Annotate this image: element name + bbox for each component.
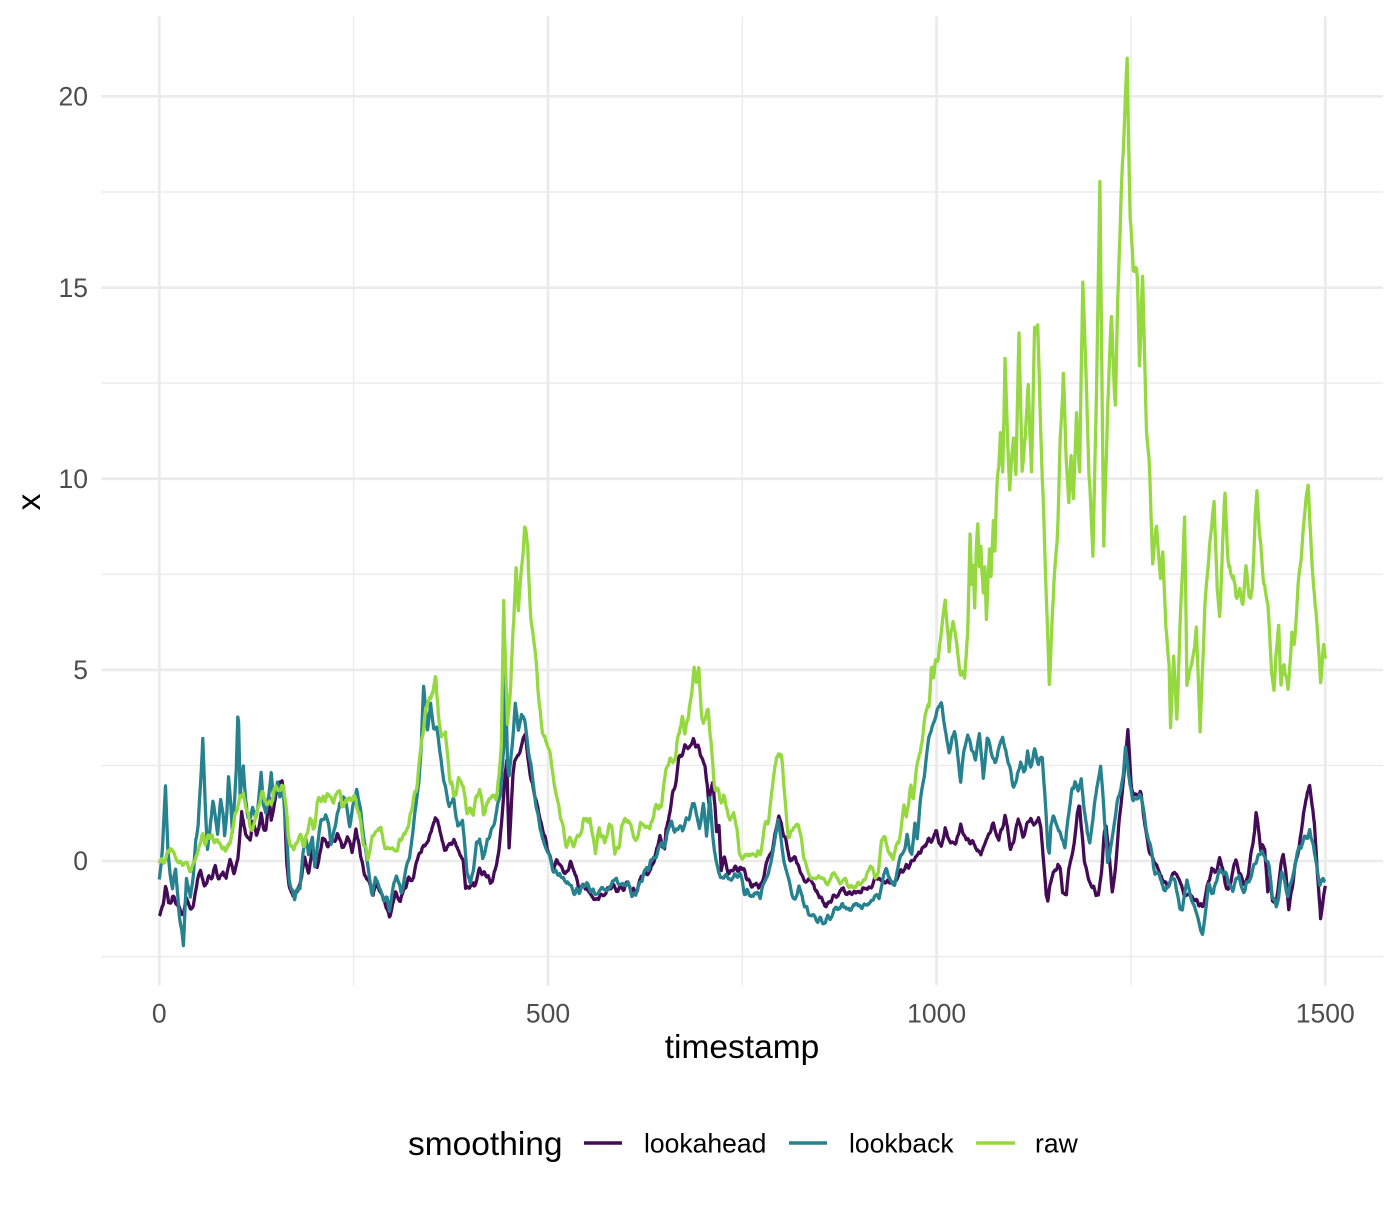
svg-text:0: 0 — [152, 999, 167, 1029]
svg-text:1000: 1000 — [907, 999, 966, 1029]
svg-text:raw: raw — [1035, 1129, 1079, 1159]
svg-text:15: 15 — [59, 273, 88, 303]
svg-text:500: 500 — [526, 999, 570, 1029]
svg-text:smoothing: smoothing — [408, 1126, 563, 1163]
svg-text:timestamp: timestamp — [665, 1029, 820, 1066]
svg-text:x: x — [11, 493, 48, 510]
svg-text:20: 20 — [59, 82, 88, 112]
svg-text:0: 0 — [73, 846, 88, 876]
svg-text:10: 10 — [59, 464, 88, 494]
svg-text:1500: 1500 — [1296, 999, 1355, 1029]
svg-text:5: 5 — [73, 655, 88, 685]
svg-text:lookahead: lookahead — [644, 1129, 766, 1159]
svg-text:lookback: lookback — [849, 1129, 954, 1159]
